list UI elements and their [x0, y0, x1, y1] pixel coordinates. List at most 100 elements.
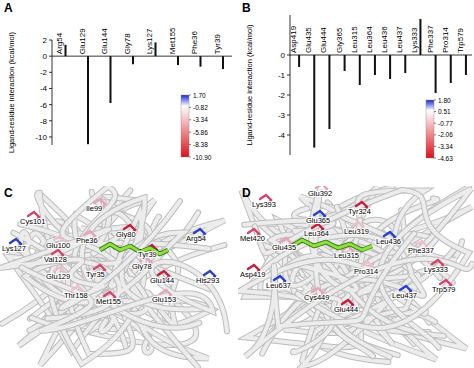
residue-label: Leu364 — [304, 229, 329, 238]
ligand-outline — [100, 244, 168, 254]
category-label: Tyr39 — [213, 34, 222, 55]
residue-label: Pro314 — [354, 267, 378, 276]
bar — [450, 55, 452, 83]
residue-label: Leu637 — [266, 281, 291, 290]
residue-label: Gly80 — [116, 230, 136, 239]
y-tick-label: -6 — [40, 101, 48, 110]
bar — [419, 19, 421, 55]
residue-label: Tyr35 — [86, 270, 105, 279]
category-label: Glu129 — [78, 28, 87, 54]
colorbar-tick — [434, 111, 436, 112]
colorbar-tick-label: -8.38 — [193, 141, 208, 148]
ligand — [292, 240, 372, 250]
ribbon-edge — [22, 262, 227, 332]
ribbon — [0, 201, 180, 308]
bar — [313, 55, 315, 148]
bar — [200, 56, 202, 67]
residue-label: Glu435 — [272, 243, 296, 252]
ribbon — [245, 234, 472, 357]
colorbar-tick-label: 1.80 — [438, 97, 451, 104]
panel-letter: B — [242, 1, 251, 15]
category-label: Asp419 — [289, 25, 298, 53]
ribbon-edge — [0, 201, 180, 308]
zero-line — [290, 55, 472, 56]
y-tick — [49, 72, 52, 73]
residue-label: Asp419 — [240, 270, 265, 279]
ribbons — [239, 186, 472, 366]
colorbar — [426, 100, 434, 158]
category-label: Lys127 — [146, 28, 155, 54]
y-tick-label: -4 — [278, 131, 286, 140]
colorbar-tick — [189, 107, 191, 108]
residue-label: Tyr39 — [138, 250, 157, 259]
ligand-outline — [292, 240, 372, 250]
colorbar-tick-label: -10.90 — [193, 154, 212, 161]
category-label: Glu435 — [304, 27, 313, 53]
colorbar-tick — [189, 119, 191, 120]
category-label: Met155 — [168, 27, 177, 54]
ribbon-edge — [245, 234, 472, 357]
bar — [389, 55, 391, 79]
residue-label: Lys393 — [252, 200, 276, 209]
category-label: Phe36 — [191, 30, 200, 54]
category-label: Phe337 — [426, 25, 435, 53]
residue-label: Glu392 — [308, 189, 332, 198]
ribbons — [0, 187, 227, 367]
residue-label: Glu144 — [150, 276, 174, 285]
colorbar-tick-label: -0.82 — [193, 104, 208, 111]
colorbar-tick — [189, 132, 191, 133]
figure: ALigand-residue interaction (kcal/mol)20… — [0, 0, 474, 368]
y-tick-label: -2 — [40, 68, 48, 77]
colorbar-tick — [189, 157, 191, 158]
residue-label: Met155 — [96, 297, 121, 306]
bar — [110, 56, 112, 103]
bar — [132, 56, 134, 64]
y-tick-label: 0 — [281, 51, 286, 60]
y-tick — [287, 95, 290, 96]
residue-label: Thr158 — [64, 291, 88, 300]
category-label: Lys333 — [410, 27, 419, 53]
colorbar-tick-label: -0.77 — [438, 120, 453, 127]
y-tick-label: 0 — [43, 52, 48, 61]
bar — [404, 55, 406, 73]
y-tick-label: -4 — [40, 84, 48, 93]
colorbar-tick — [434, 158, 436, 159]
y-tick — [49, 40, 52, 41]
bar — [87, 56, 89, 144]
category-label: Leu436 — [380, 26, 389, 53]
y-tick-label: -8 — [40, 117, 48, 126]
y-tick-label: 2 — [43, 36, 48, 45]
bar — [298, 55, 300, 67]
category-label: Leu315 — [350, 26, 359, 53]
y-tick — [49, 56, 52, 57]
y-tick — [49, 88, 52, 89]
chart-1: B Ligand-residue interaction (kcal/mol) 0 -… — [242, 1, 472, 162]
bars — [298, 19, 467, 148]
y-tick — [287, 55, 290, 56]
panel-letter: C — [4, 186, 13, 200]
ribbon-edge — [25, 232, 209, 318]
residue-label: Ile99 — [86, 204, 102, 213]
residue-label: Cys449 — [304, 293, 329, 302]
residue-label: Leu319 — [344, 227, 369, 236]
residue-label: Lys127 — [2, 244, 26, 253]
residue-label: Gly78 — [132, 262, 152, 271]
category-label: Pro314 — [441, 27, 450, 53]
bar — [155, 42, 157, 56]
residue-label: Arg54 — [186, 234, 206, 243]
bar — [359, 55, 361, 85]
bar — [328, 55, 330, 129]
zero-line — [52, 56, 232, 57]
y-axis-title: Ligand-residue interaction (kcal/mol) — [245, 24, 254, 145]
bar — [65, 45, 67, 56]
colorbar-tick — [189, 144, 191, 145]
y-tick — [49, 104, 52, 105]
y-tick-label: -2 — [278, 91, 286, 100]
bar — [177, 56, 179, 65]
colorbar-tick-label: 1.70 — [193, 92, 206, 99]
y-tick — [287, 135, 290, 136]
residue-label: Tyr324 — [348, 207, 371, 216]
y-tick — [49, 136, 52, 137]
ribbon — [25, 232, 209, 318]
y-tick — [287, 115, 290, 116]
